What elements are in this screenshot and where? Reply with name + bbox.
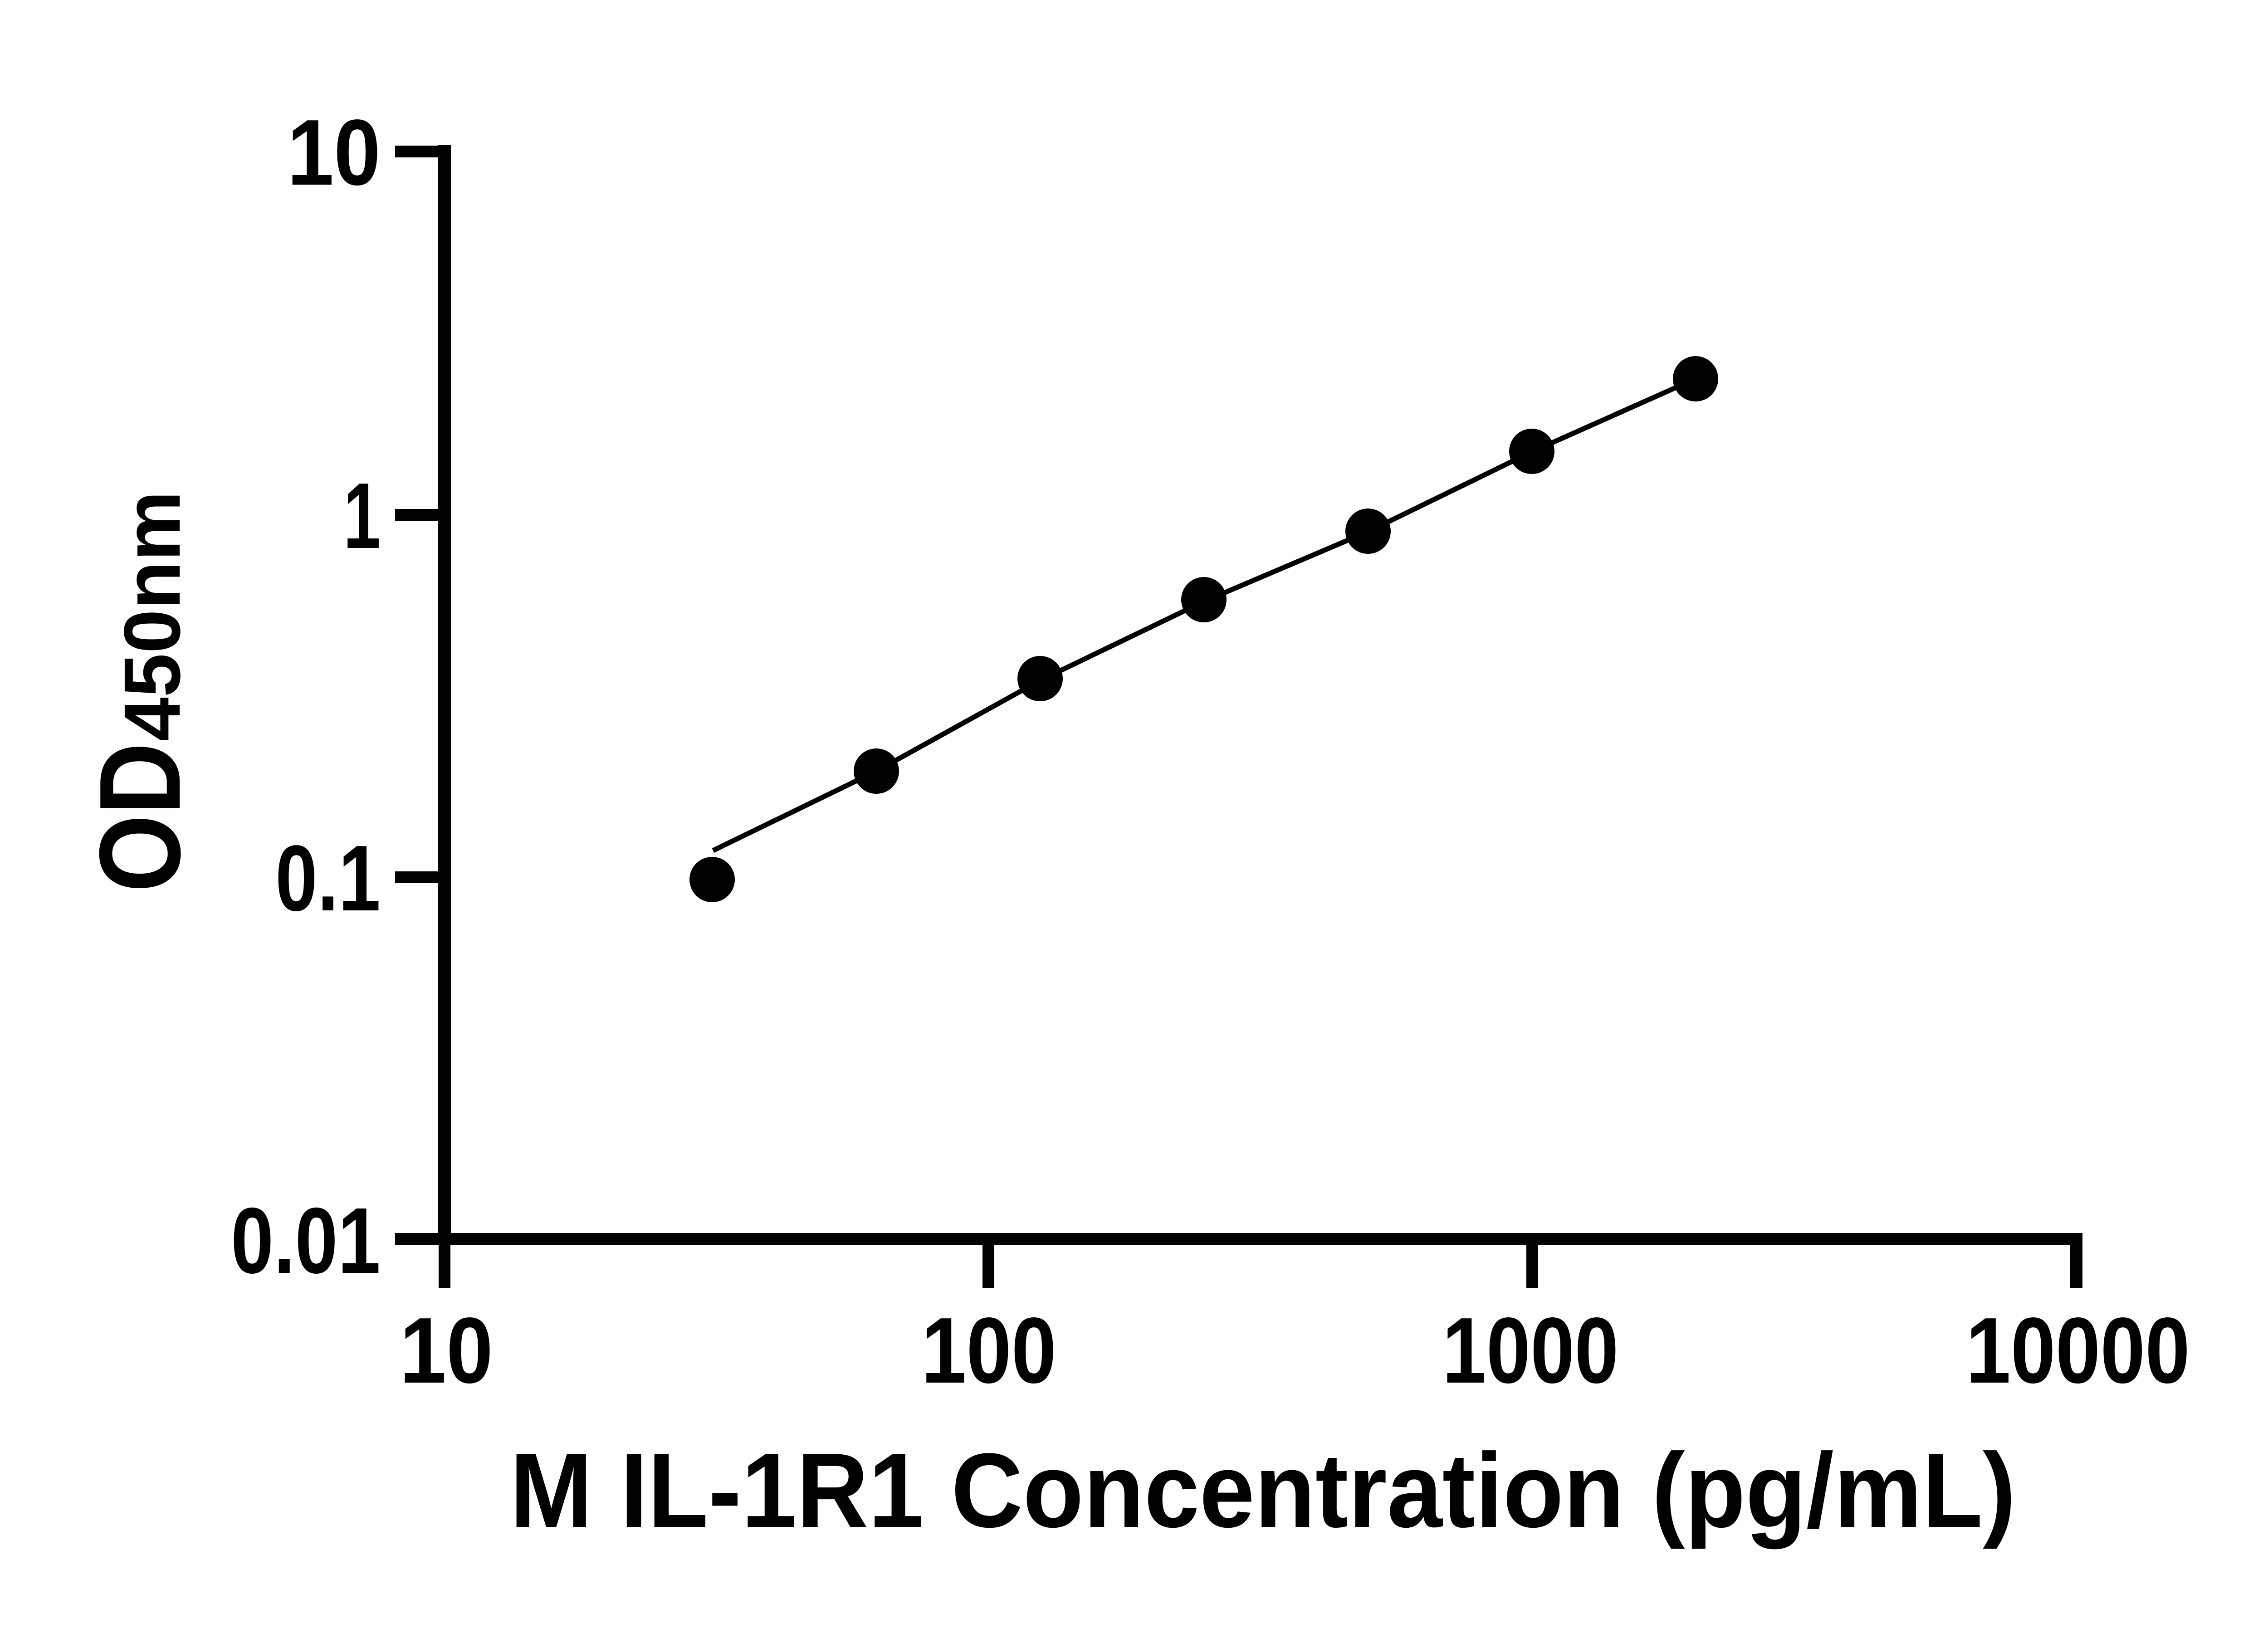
svg-text:OD: OD <box>75 743 204 892</box>
svg-text:100: 100 <box>921 1298 1056 1403</box>
svg-text:10000: 10000 <box>1966 1298 2190 1403</box>
svg-text:1000: 1000 <box>1442 1298 1619 1403</box>
svg-text:0.1: 0.1 <box>275 826 381 930</box>
svg-text:450nm: 450nm <box>108 491 197 741</box>
svg-text:0.01: 0.01 <box>231 1188 381 1293</box>
svg-text:10: 10 <box>400 1298 493 1403</box>
svg-text:M IL-1R1 Concentration (pg/mL): M IL-1R1 Concentration (pg/mL) <box>510 1432 2016 1550</box>
svg-text:1: 1 <box>343 464 381 568</box>
svg-text:10: 10 <box>287 100 381 205</box>
